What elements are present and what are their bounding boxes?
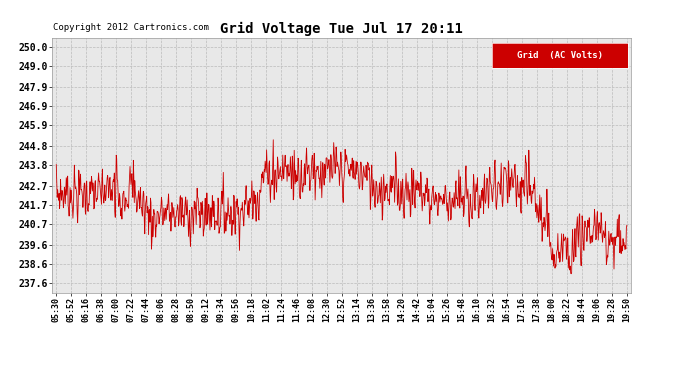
- Text: Copyright 2012 Cartronics.com: Copyright 2012 Cartronics.com: [53, 23, 209, 32]
- Title: Grid Voltage Tue Jul 17 20:11: Grid Voltage Tue Jul 17 20:11: [220, 22, 463, 36]
